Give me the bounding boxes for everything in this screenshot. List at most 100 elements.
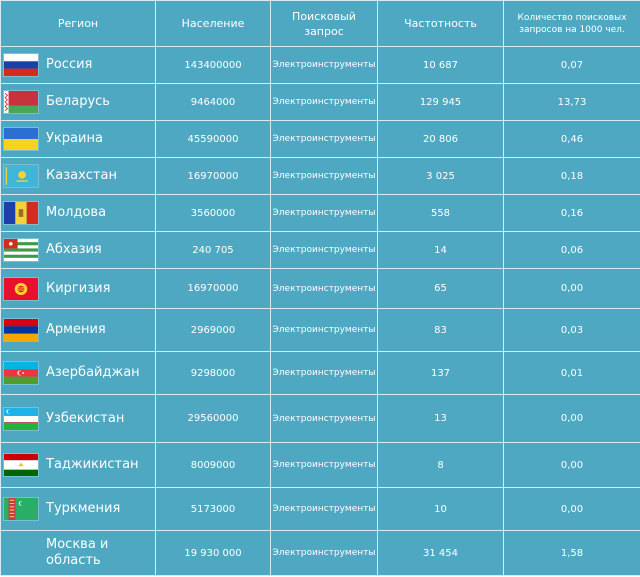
population-cell: 3560000 [155,194,271,232]
table-row: Туркмения 5173000 Электроинструменты 10 … [0,487,640,531]
header-query-line2: запрос [304,24,344,38]
table-row: Абхазия 240 705 Электроинструменты 14 0,… [0,231,640,269]
region-name: Казахстан [46,168,117,183]
population-cell: 45590000 [155,120,271,158]
moldova-flag-icon [4,202,38,224]
per1000-cell: 0,03 [503,308,640,352]
belarus-flag-icon [4,91,38,113]
frequency-cell: 83 [377,308,504,352]
table-row: Киргизия 16970000 Электроинструменты 65 … [0,268,640,309]
region-cell: Абхазия [0,231,156,269]
population-cell: 9298000 [155,351,271,395]
query-cell: Электроинструменты [270,120,378,158]
query-cell: Электроинструменты [270,194,378,232]
table-row: Армения 2969000 Электроинструменты 83 0,… [0,308,640,352]
table-row: Таджикистан 8009000 Электроинструменты 8… [0,442,640,488]
frequency-cell: 10 [377,487,504,531]
kazakhstan-flag-icon [4,165,38,187]
frequency-cell: 558 [377,194,504,232]
abkhazia-flag-icon [4,239,38,261]
kyrgyzstan-flag-icon [4,277,38,300]
table-row: Беларусь 9464000 Электроинструменты 129 … [0,83,640,121]
header-population: Население [155,0,271,47]
region-cell: Казахстан [0,157,156,195]
frequency-cell: 31 454 [377,530,504,576]
population-cell: 16970000 [155,268,271,309]
frequency-cell: 10 687 [377,46,504,84]
frequency-cell: 65 [377,268,504,309]
region-cell: Молдова [0,194,156,232]
query-cell: Электроинструменты [270,530,378,576]
region-name: Армения [46,322,106,337]
region-name: Абхазия [46,242,102,257]
population-cell: 9464000 [155,83,271,121]
region-name: Украина [46,131,103,146]
query-cell: Электроинструменты [270,268,378,309]
russia-flag-icon [4,54,38,76]
region-cell: Беларусь [0,83,156,121]
table-row: Азербайджан 9298000 Электроинструменты 1… [0,351,640,395]
population-cell: 19 930 000 [155,530,271,576]
table-row: Казахстан 16970000 Электроинструменты 3 … [0,157,640,195]
per1000-cell: 13,73 [503,83,640,121]
table-row: Молдова 3560000 Электроинструменты 558 0… [0,194,640,232]
tajikistan-flag-icon [4,454,38,476]
region-cell: Азербайджан [0,351,156,395]
per1000-cell: 0,00 [503,268,640,309]
header-per1000-line2: запросов на 1000 чел. [519,24,625,35]
region-name: Россия [46,57,93,72]
region-cell: Таджикистан [0,442,156,488]
header-query: Поисковый запрос [270,0,378,47]
population-cell: 8009000 [155,442,271,488]
population-cell: 16970000 [155,157,271,195]
armenia-flag-icon [4,319,38,341]
frequency-cell: 20 806 [377,120,504,158]
per1000-cell: 0,00 [503,442,640,488]
region-name: Беларусь [46,94,110,109]
region-name: Узбекистан [46,410,125,426]
population-cell: 5173000 [155,487,271,531]
query-cell: Электроинструменты [270,83,378,121]
header-query-line1: Поисковый [292,9,356,23]
azerbaijan-flag-icon [4,362,38,384]
header-frequency: Частотность [377,0,504,47]
per1000-cell: 0,07 [503,46,640,84]
frequency-cell: 137 [377,351,504,395]
population-cell: 143400000 [155,46,271,84]
per1000-cell: 0,00 [503,394,640,443]
frequency-cell: 129 945 [377,83,504,121]
region-cell: Узбекистан [0,394,156,443]
region-name-line1: Москва и [46,537,109,552]
table-row: Москва и область 19 930 000 Электроинстр… [0,530,640,576]
region-cell: Армения [0,308,156,352]
region-cell: Украина [0,120,156,158]
per1000-cell: 0,06 [503,231,640,269]
frequency-cell: 3 025 [377,157,504,195]
query-cell: Электроинструменты [270,46,378,84]
frequency-cell: 8 [377,442,504,488]
header-row: Регион Население Поисковый запрос Частот… [0,0,640,47]
region-name: Киргизия [46,280,111,296]
turkmenistan-flag-icon [4,498,38,520]
table-row: Россия 143400000 Электроинструменты 10 6… [0,46,640,84]
region-cell: Москва и область [0,530,156,576]
per1000-cell: 0,46 [503,120,640,158]
header-per1000-line1: Количество поисковых [517,12,627,23]
region-name: Москва и область [46,537,155,569]
per1000-cell: 1,58 [503,530,640,576]
frequency-cell: 13 [377,394,504,443]
table-row: Узбекистан 29560000 Электроинструменты 1… [0,394,640,443]
region-name-line2: область [46,553,101,568]
population-cell: 240 705 [155,231,271,269]
region-cell: Киргизия [0,268,156,309]
region-name: Азербайджан [46,365,140,380]
query-cell: Электроинструменты [270,487,378,531]
query-cell: Электроинструменты [270,351,378,395]
region-cell: Туркмения [0,487,156,531]
ukraine-flag-icon [4,128,38,150]
region-name: Туркмения [46,501,121,516]
per1000-cell: 0,00 [503,487,640,531]
frequency-cell: 14 [377,231,504,269]
per1000-cell: 0,01 [503,351,640,395]
